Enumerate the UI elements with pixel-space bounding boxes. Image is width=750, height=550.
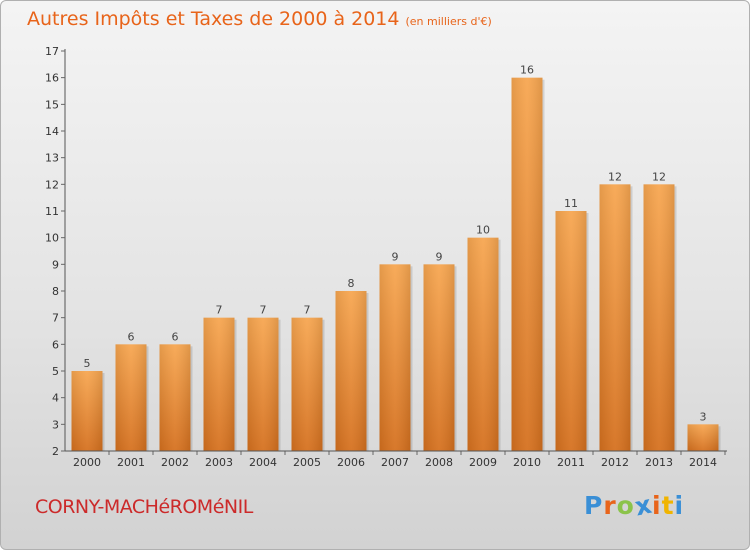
bar-value-label: 6 <box>172 330 179 343</box>
y-tick-label: 10 <box>45 232 59 245</box>
bar-group: 12 <box>599 170 633 452</box>
x-tick-label: 2006 <box>337 456 365 469</box>
logo-letter: o <box>616 491 635 520</box>
proxiti-logo: Proxiti <box>584 490 685 522</box>
bar-group: 7 <box>203 304 237 451</box>
x-tick-label: 2001 <box>117 456 145 469</box>
commune-name: CORNY-MACHéROMéNIL <box>35 496 253 518</box>
logo-letter: P <box>584 491 604 520</box>
bar-value-label: 9 <box>392 250 399 263</box>
bar-value-label: 10 <box>476 224 490 237</box>
y-tick-label: 9 <box>52 258 59 271</box>
bar-shade <box>159 344 191 451</box>
x-tick-label: 2012 <box>601 456 629 469</box>
bar-value-label: 7 <box>216 304 223 317</box>
bar-value-label: 9 <box>436 250 443 263</box>
bar-value-label: 3 <box>700 410 707 423</box>
bar-value-label: 11 <box>564 197 578 210</box>
bar-shade <box>467 237 499 451</box>
bar-shade <box>511 77 543 452</box>
bar-group: 11 <box>555 197 589 451</box>
y-tick-label: 13 <box>45 152 59 165</box>
x-tick-label: 2009 <box>469 456 497 469</box>
y-tick-label: 5 <box>52 365 59 378</box>
bar-group: 6 <box>159 330 193 451</box>
logo-letter: t <box>661 491 675 520</box>
x-tick-label: 2003 <box>205 456 233 469</box>
bar-group: 12 <box>643 170 677 452</box>
x-tick-label: 2000 <box>73 456 101 469</box>
y-tick-label: 14 <box>45 125 59 138</box>
y-tick-label: 7 <box>52 312 59 325</box>
bar-group: 3 <box>687 410 721 451</box>
bar-shade <box>687 424 719 451</box>
bar-shade <box>335 291 367 451</box>
chart-title-text: Autres Impôts et Taxes de 2000 à 2014 <box>27 8 400 30</box>
bar-value-label: 12 <box>608 170 622 183</box>
y-tick-label: 12 <box>45 178 59 191</box>
bar-shade <box>291 317 323 451</box>
x-tick-label: 2008 <box>425 456 453 469</box>
bar-shade <box>555 211 587 451</box>
bar-group: 7 <box>247 304 281 451</box>
bar-value-label: 6 <box>128 330 135 343</box>
axes-layer: 2000 2001 2002 2003 2004 2005 2006 2007 2008 2009… <box>45 45 727 469</box>
y-tick-label: 16 <box>45 72 59 85</box>
bar-value-label: 7 <box>260 304 267 317</box>
y-tick-label: 3 <box>52 418 59 431</box>
bar-group: 10 <box>467 224 501 451</box>
bars-layer: 5 6 6 7 7 7 8 9 9 10 16 11 12 12 3 <box>71 64 721 452</box>
bar-value-label: 16 <box>520 64 534 77</box>
bar-group: 16 <box>511 64 545 452</box>
bar-shade <box>599 184 631 452</box>
bar-shade <box>379 264 411 451</box>
x-tick-label: 2014 <box>689 456 717 469</box>
x-tick-label: 2002 <box>161 456 189 469</box>
logo-letter: i <box>674 491 685 520</box>
y-tick-label: 2 <box>52 445 59 458</box>
bar-shade <box>71 371 103 451</box>
bar-shade <box>643 184 675 452</box>
y-tick-label: 6 <box>52 338 59 351</box>
bar-shade <box>247 317 279 451</box>
logo-letter: r <box>603 491 617 520</box>
x-tick-label: 2010 <box>513 456 541 469</box>
bar-group: 9 <box>423 250 457 451</box>
chart-subtitle: (en milliers d'€) <box>405 15 492 28</box>
bar-value-label: 8 <box>348 277 355 290</box>
bar-group: 7 <box>291 304 325 451</box>
logo-letter: i <box>652 491 662 520</box>
bar-shade <box>423 264 455 451</box>
bar-group: 9 <box>379 250 413 451</box>
bar-value-label: 12 <box>652 170 666 183</box>
x-tick-label: 2013 <box>645 456 673 469</box>
bar-shade <box>203 317 235 451</box>
x-tick-label: 2007 <box>381 456 409 469</box>
y-tick-label: 17 <box>45 45 59 58</box>
bar-value-label: 5 <box>84 357 91 370</box>
chart-title: Autres Impôts et Taxes de 2000 à 2014 (en… <box>27 8 492 30</box>
x-tick-label: 2005 <box>293 456 321 469</box>
bar-value-label: 7 <box>304 304 311 317</box>
bar-group: 8 <box>335 277 369 451</box>
bar-group: 5 <box>71 357 105 451</box>
y-tick-label: 11 <box>45 205 59 218</box>
y-tick-label: 4 <box>52 392 59 405</box>
bar-group: 6 <box>115 330 149 451</box>
bar-shade <box>115 344 147 451</box>
x-tick-label: 2004 <box>249 456 277 469</box>
y-tick-label: 8 <box>52 285 59 298</box>
x-tick-label: 2011 <box>557 456 585 469</box>
y-tick-label: 15 <box>45 98 59 111</box>
